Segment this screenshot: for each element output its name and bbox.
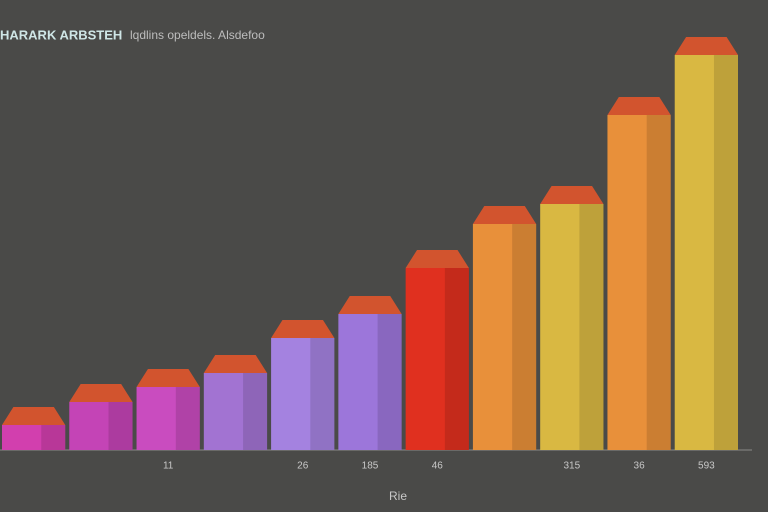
bar-cap [271,320,335,338]
x-tick-label: 593 [698,461,715,472]
bar-shade [377,314,402,450]
bar [674,55,738,450]
bar-cap [405,250,469,268]
bar-cap [203,355,268,373]
bar [271,338,335,450]
bar-cap [674,37,738,55]
bar-cap [607,97,671,115]
x-tick-label: 185 [362,461,379,472]
bar-cap [540,186,604,204]
x-axis-title: Rie [389,489,407,503]
chart-title: HARARK ARBSTEH [0,27,122,42]
bar [540,204,604,450]
x-tick-label: 11 [163,461,174,472]
bar-cap [136,369,200,387]
chart-subtitle: lqdlins opeldels. Alsdefoo [130,28,265,42]
bar-shade [579,204,604,450]
bar-cap [338,296,402,314]
x-tick-label: 36 [634,461,646,472]
bar-shade [108,402,133,450]
bar [472,224,537,450]
x-tick-label: 315 [563,461,580,472]
bar-shade [243,373,268,450]
x-tick-label: 46 [432,461,444,472]
bar [136,387,200,450]
bar [2,425,66,450]
x-tick-label: 26 [297,461,309,472]
bar-shade [41,425,66,450]
bar [607,115,671,450]
bar [69,402,133,450]
bar-cap [69,384,133,402]
bar-shade [646,115,671,450]
bar-shade [310,338,335,450]
bar [203,373,268,450]
bar-shade [444,268,469,450]
bar-shade [713,55,738,450]
bar-cap [2,407,66,425]
bar-shade [175,387,200,450]
bar-cap [472,206,537,224]
bar [405,268,469,450]
bar-shade [512,224,537,450]
bar [338,314,402,450]
